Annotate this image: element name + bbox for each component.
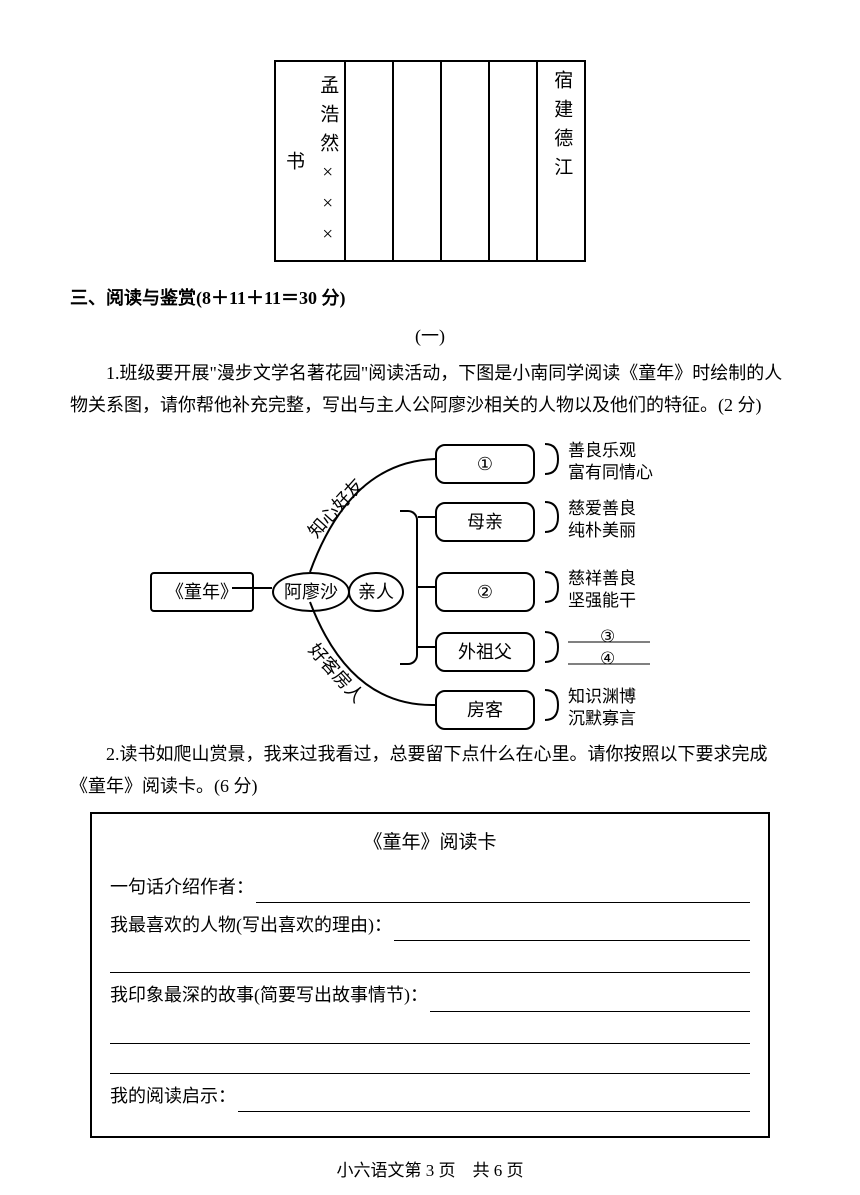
poem-grid: 孟浩然×××书 宿建德江 xyxy=(274,60,586,262)
diagram-protagonist: 阿廖沙 xyxy=(272,572,350,612)
section-sub: (一) xyxy=(70,320,790,352)
poem-title-text: 宿建德江 xyxy=(544,70,578,186)
q2-paragraph: 2.读书如爬山赏景，我来过我看过，总要留下点什么在心里。请你按照以下要求完成《童… xyxy=(70,738,790,803)
card-label-fav: 我最喜欢的人物(写出喜欢的理由)： xyxy=(110,909,392,941)
page-footer: 小六语文第 3 页 共 6 页 xyxy=(70,1156,790,1187)
diagram-node-1: ① xyxy=(435,444,535,484)
card-line xyxy=(110,1018,750,1044)
diagram-friend-label: 知心好友 xyxy=(300,470,372,545)
card-line xyxy=(110,1048,750,1074)
q1-paragraph: 1.班级要开展"漫步文学名著花园"阅读活动，下图是小南同学阅读《童年》时绘制的人… xyxy=(70,357,790,422)
card-row-story: 我印象最深的故事(简要写出故事情节)： xyxy=(110,979,750,1011)
card-label-insight: 我的阅读启示： xyxy=(110,1080,236,1112)
card-line xyxy=(256,871,750,903)
diagram-node-5: 房客 xyxy=(435,690,535,730)
poem-col-blank xyxy=(393,61,441,261)
diagram-desc-2b: 纯朴美丽 xyxy=(568,516,636,547)
poem-author-text: 孟浩然×××书 xyxy=(276,70,344,260)
diagram-line xyxy=(232,587,272,589)
diagram-node-4: 外祖父 xyxy=(435,632,535,672)
diagram-node-3: ② xyxy=(435,572,535,612)
poem-col-blank xyxy=(345,61,393,261)
diagram-desc-1b: 富有同情心 xyxy=(568,458,653,489)
card-row-author: 一句话介绍作者： xyxy=(110,871,750,903)
card-label-story: 我印象最深的故事(简要写出故事情节)： xyxy=(110,979,428,1011)
poem-col-blank xyxy=(441,61,489,261)
card-line xyxy=(394,909,750,941)
diagram-node-2: 母亲 xyxy=(435,502,535,542)
card-line xyxy=(238,1080,750,1112)
diagram-desc-5b: 沉默寡言 xyxy=(568,704,636,735)
diagram-relatives: 亲人 xyxy=(348,572,404,612)
poem-col-author: 孟浩然×××书 xyxy=(275,61,345,261)
relationship-diagram: 《童年》 阿廖沙 亲人 知心好友 好客房人 ① 母亲 ② 外祖父 房客 善良乐观… xyxy=(150,432,710,732)
diagram-book: 《童年》 xyxy=(150,572,254,612)
card-title: 《童年》阅读卡 xyxy=(110,826,750,860)
diagram-bracket xyxy=(400,510,418,665)
card-row-insight: 我的阅读启示： xyxy=(110,1080,750,1112)
card-line xyxy=(430,979,750,1011)
card-line xyxy=(110,947,750,973)
diagram-desc-3b: 坚强能干 xyxy=(568,586,636,617)
card-row-fav: 我最喜欢的人物(写出喜欢的理由)： xyxy=(110,909,750,941)
diagram-desc-4b: ④ xyxy=(600,644,615,675)
diagram-boarder-label: 好客房人 xyxy=(300,635,372,710)
reading-card: 《童年》阅读卡 一句话介绍作者： 我最喜欢的人物(写出喜欢的理由)： 我印象最深… xyxy=(90,812,770,1138)
section-title: 三、阅读与鉴赏(8＋11＋11＝30 分) xyxy=(70,282,790,314)
poem-col-blank xyxy=(489,61,537,261)
card-label-author: 一句话介绍作者： xyxy=(110,871,254,903)
poem-col-title: 宿建德江 xyxy=(537,61,585,261)
